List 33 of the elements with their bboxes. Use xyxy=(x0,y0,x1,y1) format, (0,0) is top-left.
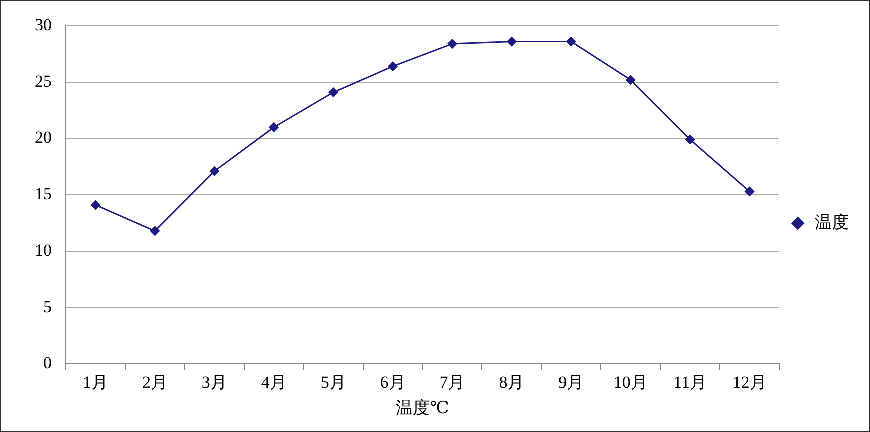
point xyxy=(745,186,755,196)
x-tick-label: 1月 xyxy=(82,372,108,392)
point xyxy=(566,37,576,47)
x-tick-label: 3月 xyxy=(202,372,228,392)
point xyxy=(388,62,398,72)
y-tick-label: 0 xyxy=(44,354,52,373)
point xyxy=(626,75,636,85)
point xyxy=(269,122,279,132)
point xyxy=(150,226,160,236)
y-tick-label: 25 xyxy=(35,72,52,91)
y-tick-label: 30 xyxy=(35,15,52,34)
x-tick-label: 10月 xyxy=(614,372,648,392)
x-tick-label: 2月 xyxy=(142,372,168,392)
point xyxy=(328,88,338,98)
y-tick-label: 10 xyxy=(35,240,52,260)
x-tick-label: 6月 xyxy=(380,372,406,392)
x-axis-title: 温度℃ xyxy=(396,398,450,418)
point xyxy=(448,39,458,49)
x-tick-label: 12月 xyxy=(732,372,767,392)
legend-label: 温度 xyxy=(815,212,849,232)
x-tick-label: 8月 xyxy=(499,372,525,392)
point xyxy=(507,37,517,47)
y-tick-label: 5 xyxy=(44,297,52,316)
x-tick-label: 7月 xyxy=(440,372,466,392)
point xyxy=(90,200,100,210)
x-tick-label: 11月 xyxy=(674,372,707,392)
y-tick-label: 15 xyxy=(35,184,52,204)
x-tick-label: 5月 xyxy=(320,372,346,392)
x-tick-label: 9月 xyxy=(558,372,584,392)
y-tick-label: 20 xyxy=(35,128,52,148)
point xyxy=(210,166,220,176)
point xyxy=(686,135,696,145)
x-tick-label: 4月 xyxy=(261,372,287,392)
